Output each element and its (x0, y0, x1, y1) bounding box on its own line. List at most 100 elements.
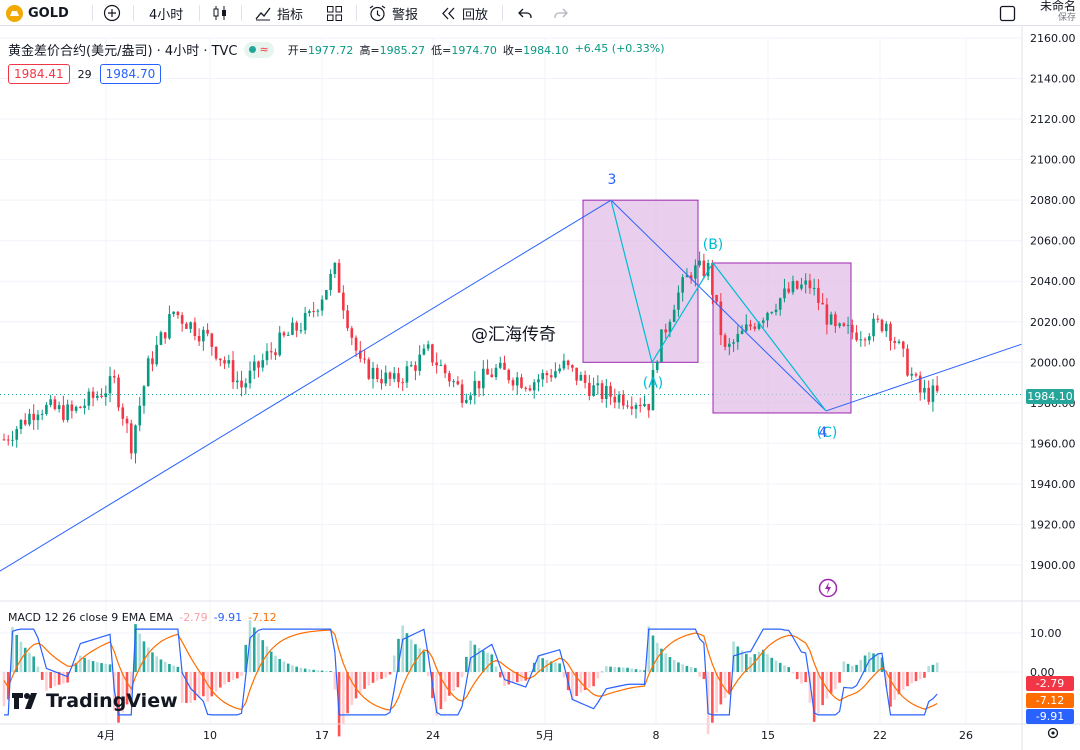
drawing-tools (582, 199, 852, 414)
rewind-icon (442, 7, 455, 19)
candle-body (15, 428, 19, 440)
macd-hist-bar (749, 657, 752, 672)
fullscreen-button[interactable] (999, 0, 1016, 26)
candle-body (108, 376, 112, 394)
candle-body (571, 365, 574, 368)
candle-body (893, 340, 897, 343)
macd-signal-value: -7.12 (248, 611, 277, 624)
close-value: 1984.10 (523, 43, 569, 57)
chart-type-button[interactable] (211, 0, 229, 26)
interval-button[interactable]: 4小时 (149, 0, 183, 26)
candle-body (74, 406, 78, 411)
candle-body (634, 404, 638, 409)
candle-body (846, 324, 850, 326)
macd-hist-bar (643, 670, 646, 672)
macd-hist-bar (918, 672, 922, 680)
divider (199, 5, 200, 21)
macd-hist-bar (206, 672, 209, 702)
open-label: 开= (287, 43, 308, 57)
high-label: 高= (359, 43, 380, 57)
macd-hist-bar (210, 672, 214, 697)
candle-body (163, 332, 167, 339)
alert-button[interactable]: 警报 (368, 0, 418, 26)
redo-button[interactable] (552, 0, 569, 26)
add-symbol-button[interactable] (103, 0, 121, 26)
candle-body (414, 365, 417, 371)
candle-body (855, 332, 858, 341)
macd-hist-bar (740, 650, 744, 672)
top-toolbar: GOLD 4小时 指标 警报 回放 未命名 保存 (0, 0, 1080, 26)
trend-line (825, 343, 1023, 412)
macd-title[interactable]: MACD 12 26 close 9 EMA EMA (8, 611, 174, 624)
candle-body (151, 358, 154, 365)
status-dot-icon (248, 46, 256, 53)
layout-button[interactable] (326, 0, 343, 26)
candle-body (609, 386, 612, 397)
candle-body (146, 358, 150, 387)
candle-body (426, 344, 430, 349)
divider (241, 5, 242, 21)
candle-body (761, 320, 765, 323)
candle-body (235, 380, 239, 383)
candle-body (851, 324, 854, 333)
macd-hist-bar (265, 646, 269, 672)
candle-body (736, 333, 740, 343)
candle-body (443, 365, 447, 374)
macd-hist-bar (452, 672, 455, 692)
candle-body (728, 343, 731, 347)
series-title[interactable]: 黄金差价合约(美元/盎司) · 4小时 · TVC (8, 44, 238, 59)
symbol-search[interactable]: GOLD (6, 0, 69, 26)
ask-button[interactable]: 1984.70 (99, 64, 162, 84)
candle-body (694, 265, 697, 279)
macd-hist-bar (829, 672, 833, 694)
candle-body (812, 287, 816, 289)
macd-hist-bar (630, 668, 634, 672)
candle-body (804, 280, 807, 285)
candle-body (96, 395, 99, 398)
price-chart[interactable]: 3(A)(B)(C)4 1900.001920.001940.001960.00… (0, 26, 1080, 750)
tradingview-logo[interactable]: TradingView (12, 690, 178, 712)
lightning-icon[interactable] (818, 578, 838, 598)
bid-button[interactable]: 1984.41 (8, 64, 70, 84)
candle-body (558, 368, 561, 372)
candle-body (719, 301, 723, 336)
macd-hist-bar (291, 665, 294, 672)
candle-body (460, 384, 464, 403)
candle-body (320, 299, 324, 311)
market-status-badge[interactable]: ≈ (243, 41, 274, 58)
candle-body (185, 323, 188, 329)
macd-line (4, 628, 938, 716)
macd-hist-bar (524, 672, 528, 681)
candle-body (486, 368, 489, 375)
candle-body (685, 275, 689, 278)
candle-body (842, 323, 846, 326)
macd-hist-bar (490, 654, 494, 672)
candle-body (439, 365, 443, 367)
candle-body (6, 439, 10, 441)
candle-body (83, 405, 86, 408)
macd-hist-bar (804, 672, 807, 683)
candle-body (380, 379, 383, 384)
replay-button[interactable]: 回放 (440, 0, 488, 26)
macd-hist-bar (791, 672, 795, 674)
macd-hist-bar (660, 648, 663, 672)
candle-body (223, 360, 226, 364)
undo-button[interactable] (517, 0, 534, 26)
macd-hist-bar (935, 662, 939, 672)
layout-name[interactable]: 未命名 保存 (1040, 0, 1076, 24)
macd-hist-bar (405, 633, 409, 672)
gear-icon[interactable] (1046, 726, 1060, 740)
candle-body (248, 370, 252, 384)
macd-hist-bar (168, 663, 171, 672)
candle-body (732, 342, 735, 344)
indicators-button[interactable]: 指标 (254, 0, 303, 26)
macd-hist-bar (354, 672, 358, 699)
spread-value: 29 (77, 67, 92, 81)
candle-body (312, 311, 315, 313)
wave-drawings: 3 (A) (B) (C)4 (0, 172, 1023, 572)
price-tick-label: 2140.00 (1030, 73, 1076, 86)
redo-icon (554, 8, 568, 18)
macd-hist-bar (36, 666, 40, 672)
candle-body (265, 351, 269, 361)
candle-body (711, 263, 714, 295)
